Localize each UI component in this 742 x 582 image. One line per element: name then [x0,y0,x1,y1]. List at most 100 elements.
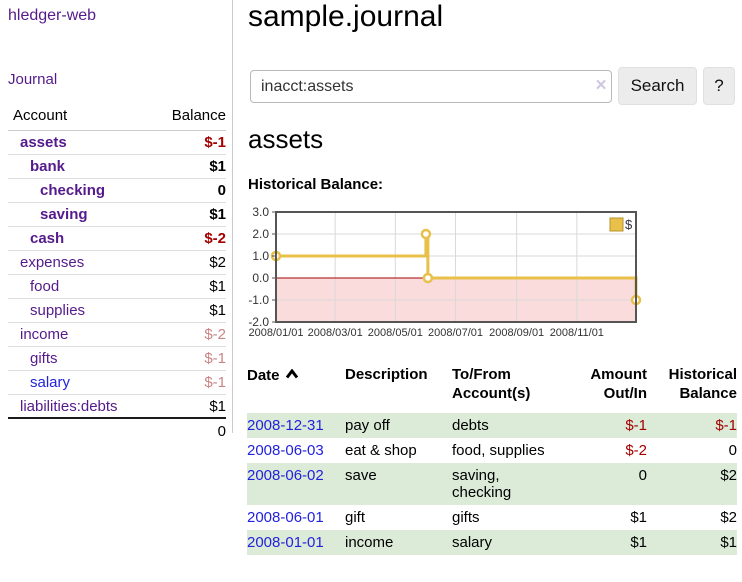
transaction-amount: $1 [630,509,647,526]
account-link-saving[interactable]: saving [40,206,88,223]
transaction-description: save [345,467,377,484]
account-link-checking[interactable]: checking [40,182,106,199]
account-balance: $-2 [204,326,226,343]
account-link-gifts[interactable]: gifts [30,350,58,367]
accounts-table-header: Account Balance [8,103,226,131]
transaction-accounts: saving, checking [452,467,512,501]
svg-text:2008/05/01: 2008/05/01 [368,327,423,339]
transaction-amount: $-1 [625,417,647,434]
transaction-accounts: salary [452,534,493,551]
amount-column-header: Amount Out/In [590,366,647,402]
account-balance: $1 [209,397,226,415]
account-balance: $1 [209,158,226,175]
svg-text:1.0: 1.0 [252,249,269,263]
svg-text:2008/09/01: 2008/09/01 [489,327,544,339]
account-column-header: Account [13,107,68,124]
transaction-row: 2008-01-01 income salary $1 $1 [247,530,737,555]
transaction-date-link[interactable]: 2008-12-31 [247,417,324,434]
account-row: cash $-2 [8,227,226,251]
account-balance: $1 [209,278,226,295]
account-link-supplies[interactable]: supplies [30,302,86,319]
svg-text:2008/03/01: 2008/03/01 [308,327,363,339]
account-heading: assets [248,124,324,154]
svg-text:-1.0: -1.0 [248,293,269,307]
sidebar-item-journal[interactable]: Journal [8,71,58,88]
transaction-accounts: debts [452,417,489,434]
transaction-row: 2008-06-03 eat & shop food, supplies $-2… [247,438,737,463]
transaction-amount: 0 [638,467,647,484]
account-row: gifts $-1 [8,347,226,371]
account-link-assets[interactable]: assets [20,134,67,151]
transaction-balance: $2 [720,467,737,484]
account-row: checking 0 [8,179,226,203]
transaction-description: eat & shop [345,442,417,459]
account-link-liabilities-debts[interactable]: liabilities:debts [20,397,118,415]
transaction-row: 2008-12-31 pay off debts $-1 $-1 [247,413,737,438]
clear-search-icon[interactable]: × [595,75,607,96]
account-row: liabilities:debts $1 [8,395,226,419]
accounts-total-row: 0 [8,419,226,443]
historical-balance-chart[interactable]: 3.0 2.0 1.0 0.0 -1.0 -2.0 2008/01/01 2008/03/01… [243,203,742,343]
svg-text:2008/01/01: 2008/01/01 [248,327,303,339]
account-balance: $-2 [204,230,226,247]
svg-text:$: $ [625,217,633,232]
account-row: supplies $1 [8,299,226,323]
transaction-balance: $-1 [715,417,737,434]
page-title: sample.journal [248,0,444,33]
account-row: bank $1 [8,155,226,179]
balance-column-header: Historical Balance [668,366,737,402]
app-brand-link[interactable]: hledger-web [8,7,97,24]
transaction-date-link[interactable]: 2008-06-03 [247,442,324,459]
description-column-header: Description [345,366,428,383]
svg-text:0.0: 0.0 [252,271,269,285]
account-link-food[interactable]: food [30,278,60,295]
account-row: income $-2 [8,323,226,347]
account-link-bank[interactable]: bank [30,158,66,175]
account-row: saving $1 [8,203,226,227]
transaction-balance: $1 [720,534,737,551]
svg-text:-2.0: -2.0 [248,315,269,329]
account-row: salary $-1 [8,371,226,395]
register-table: Date Description To/From Account(s) Amou… [247,363,737,555]
main-content: sample.journal × Search ? assets Histori… [247,0,742,582]
transaction-amount: $1 [630,534,647,551]
help-button[interactable]: ? [703,67,735,105]
account-link-cash[interactable]: cash [30,230,65,247]
transaction-row: 2008-06-02 save saving, checking 0 $2 [247,463,737,505]
account-link-salary[interactable]: salary [30,374,71,391]
account-row: expenses $2 [8,251,226,275]
transaction-date-link[interactable]: 2008-06-01 [247,509,324,526]
transaction-balance: 0 [728,442,737,459]
search-input[interactable] [250,70,612,103]
date-column-header[interactable]: Date [247,363,345,389]
transaction-date-link[interactable]: 2008-01-01 [247,534,324,551]
transaction-description: income [345,534,394,551]
search-button[interactable]: Search [618,67,697,105]
account-balance: $1 [209,302,226,319]
sidebar: hledger-web Journal Account Balance asse… [0,0,233,440]
account-link-expenses[interactable]: expenses [20,254,85,271]
chart-title: Historical Balance: [248,176,384,193]
accounts-total-value: 0 [217,422,226,440]
account-balance: $-1 [204,350,226,367]
transaction-amount: $-2 [625,442,647,459]
account-balance: 0 [217,182,226,199]
svg-text:2.0: 2.0 [252,227,269,241]
account-row: food $1 [8,275,226,299]
transaction-accounts: gifts [452,509,480,526]
transaction-accounts: food, supplies [452,442,545,459]
svg-text:2008/07/01: 2008/07/01 [428,327,483,339]
accounts-column-header: To/From Account(s) [452,366,531,402]
transaction-row: 2008-06-01 gift gifts $1 $2 [247,505,737,530]
accounts-table: Account Balance assets $-1 bank $1 checkin… [8,103,226,443]
svg-text:2008/11/01: 2008/11/01 [550,327,604,339]
svg-text:3.0: 3.0 [252,205,269,219]
account-balance: $-1 [204,374,226,391]
transaction-date-link[interactable]: 2008-06-02 [247,467,324,484]
transaction-balance: $2 [720,509,737,526]
account-balance: $-1 [204,134,226,151]
sort-ascending-icon [285,365,299,384]
balance-column-header: Balance [171,107,226,124]
account-link-income[interactable]: income [20,326,69,343]
